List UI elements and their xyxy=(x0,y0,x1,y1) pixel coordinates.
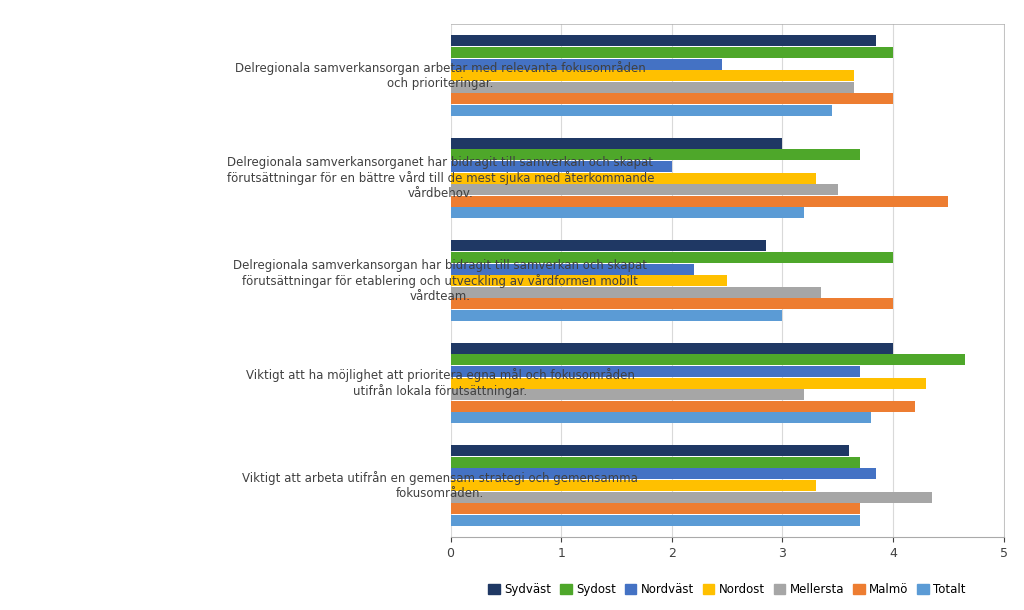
Bar xyxy=(451,138,782,149)
Bar xyxy=(451,184,838,195)
Legend: Sydväst, Sydost, Nordväst, Nordost, Mellersta, Malmö, Totalt: Sydväst, Sydost, Nordväst, Nordost, Mell… xyxy=(483,578,971,601)
Text: Delregionala samverkansorgan har bidragit till samverkan och skapat
förutsättnin: Delregionala samverkansorgan har bidragi… xyxy=(233,259,647,303)
Bar xyxy=(451,366,860,377)
Text: Viktigt att arbeta utifrån en gemensam strategi och gemensamma
fokusområden.: Viktigt att arbeta utifrån en gemensam s… xyxy=(243,471,638,500)
Bar xyxy=(451,310,782,321)
Text: Delregionala samverkansorgan arbetar med relevanta fokusområden
och prioritering: Delregionala samverkansorgan arbetar med… xyxy=(234,61,646,90)
Bar xyxy=(451,207,805,218)
Bar xyxy=(451,287,821,298)
Bar xyxy=(451,47,893,58)
Bar xyxy=(451,389,805,400)
Bar xyxy=(451,252,893,263)
Bar xyxy=(451,492,932,503)
Bar xyxy=(451,412,870,423)
Bar xyxy=(451,354,965,365)
Bar xyxy=(451,343,893,354)
Text: Delregionala samverkansorganet har bidragit till samverkan och skapat
förutsättn: Delregionala samverkansorganet har bidra… xyxy=(226,156,654,200)
Bar xyxy=(451,149,860,160)
Bar xyxy=(451,82,854,93)
Bar xyxy=(451,445,849,456)
Bar xyxy=(451,59,722,70)
Bar xyxy=(451,298,893,309)
Bar xyxy=(451,480,815,491)
Bar xyxy=(451,173,815,184)
Bar xyxy=(451,105,833,116)
Bar xyxy=(451,70,854,81)
Bar xyxy=(451,378,926,389)
Bar xyxy=(451,264,694,274)
Bar xyxy=(451,468,877,479)
Bar xyxy=(451,196,948,207)
Bar xyxy=(451,35,877,46)
Text: Viktigt att ha möjlighet att prioritera egna mål och fokusområden
utifrån lokala: Viktigt att ha möjlighet att prioritera … xyxy=(246,368,635,398)
Bar xyxy=(451,503,860,514)
Bar xyxy=(451,457,860,468)
Bar xyxy=(451,275,727,286)
Bar xyxy=(451,240,766,251)
Bar xyxy=(451,161,672,172)
Bar xyxy=(451,401,915,412)
Bar xyxy=(451,515,860,526)
Bar xyxy=(451,93,893,104)
